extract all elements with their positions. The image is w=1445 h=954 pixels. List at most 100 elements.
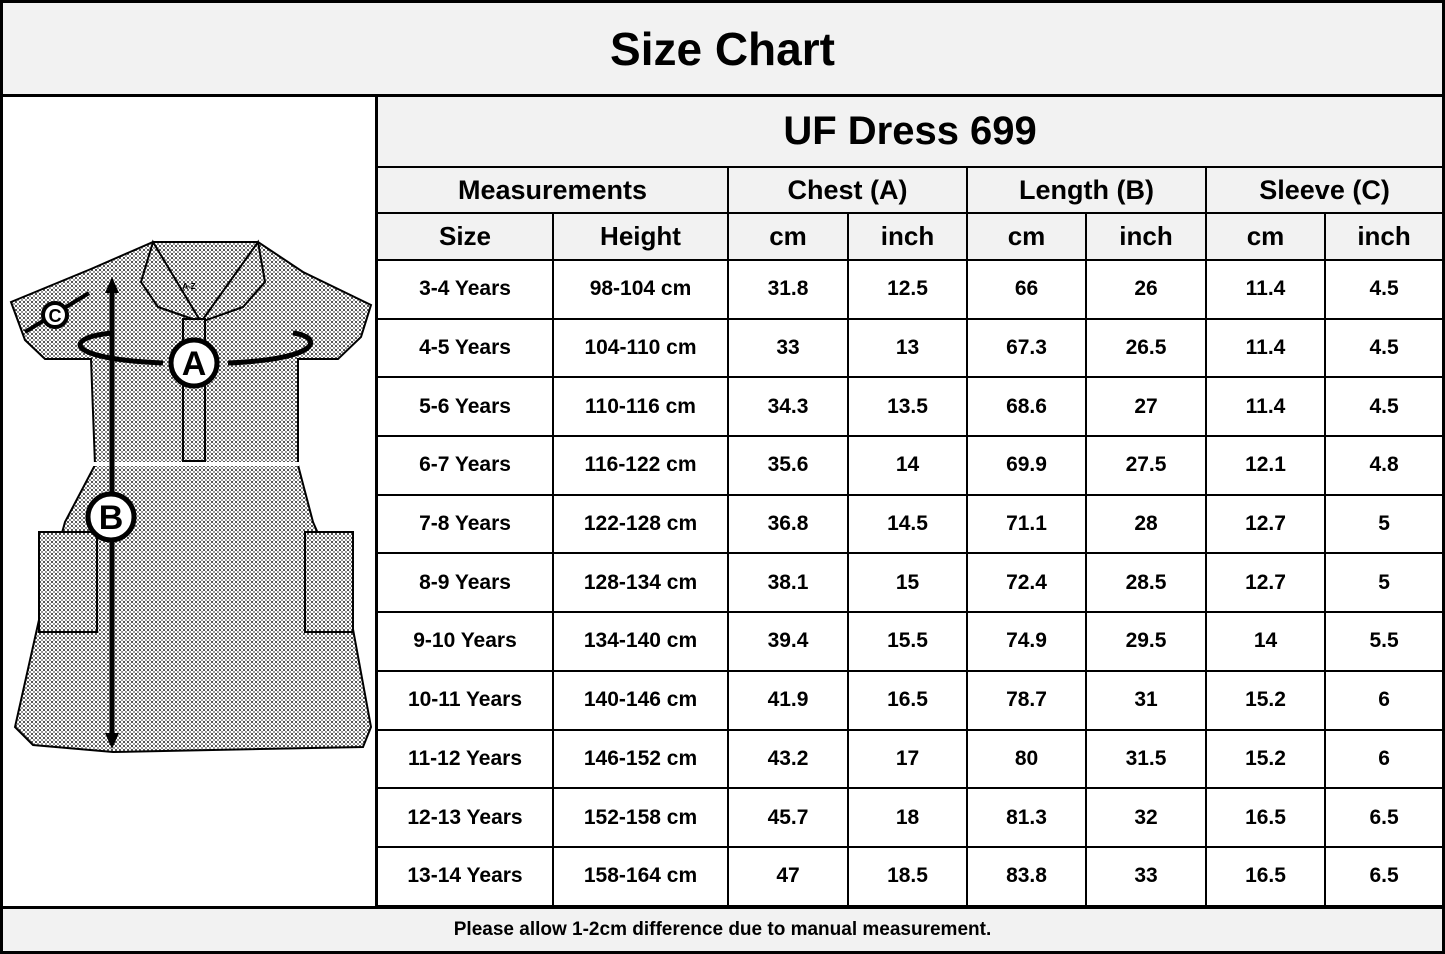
table-cell: 80 [966,728,1087,790]
footer-note: Please allow 1-2cm difference due to man… [3,906,1442,951]
table-row: 12-13 Years 152-158 cm 45.7 18 81.3 32 16.5 6.5 [378,787,1443,848]
subheader-cell: Size [378,212,554,261]
table-cell: 18.5 [847,845,968,907]
table-cell: 31.5 [1085,728,1207,790]
table-cell: 13 [847,317,968,379]
table-cell: 81.3 [966,787,1087,848]
table-row: 3-4 Years 98-104 cm 31.8 12.5 66 26 11.4 4.5 [378,259,1443,320]
table-cell: 26.5 [1085,317,1207,379]
product-title: UF Dress 699 [378,97,1443,168]
table-cell: 4.8 [1323,435,1443,496]
table-cell: 5 [1323,493,1443,555]
label-b-icon [85,491,137,543]
table-row: 4-5 Years 104-110 cm 33 13 67.3 26.5 11.4 4.5 [378,317,1443,379]
table-cell: 74.9 [966,611,1087,672]
table-cell: 12.7 [1205,493,1326,555]
table-cell: 104-110 cm [552,317,729,379]
table-cell: 158-164 cm [552,845,729,907]
dress-illustration: A B C A-Z [9,239,373,754]
table-cell: 12.7 [1205,552,1326,614]
table-cell: 7-8 Years [378,493,554,555]
table-row: 13-14 Years 158-164 cm 47 18.5 83.8 33 16.5 6.5 [378,845,1443,907]
table-cell: 33 [727,317,849,379]
table-cell: 11.4 [1205,317,1326,379]
label-c: C [49,306,62,326]
table-cell: 38.1 [727,552,849,614]
table-cell: 47 [727,845,849,907]
table-cell: 41.9 [727,669,849,731]
table-cell: 67.3 [966,317,1087,379]
table-cell: 128-134 cm [552,552,729,614]
table-cell: 72.4 [966,552,1087,614]
table-cell: 15.2 [1205,669,1326,731]
table-cell: 28 [1085,493,1207,555]
subheader-cell: cm [966,212,1087,261]
table-cell: 6 [1323,728,1443,790]
table-cell: 13.5 [847,376,968,438]
label-a: A [182,345,207,383]
table-cell: 18 [847,787,968,848]
table-cell: 27.5 [1085,435,1207,496]
table-cell: 116-122 cm [552,435,729,496]
subheader-cell: Height [552,212,729,261]
subheader-cell: inch [1323,212,1443,261]
table-cell: 68.6 [966,376,1087,438]
header-measurements: Measurements [378,166,729,214]
table-cell: 34.3 [727,376,849,438]
table-cell: 10-11 Years [378,669,554,731]
table-cell: 11.4 [1205,259,1326,320]
table-cell: 4.5 [1323,259,1443,320]
table-cell: 36.8 [727,493,849,555]
table-cell: 78.7 [966,669,1087,731]
table-cell: 16.5 [1205,787,1326,848]
table-cell: 16.5 [1205,845,1326,907]
table-cell: 8-9 Years [378,552,554,614]
table-cell: 6 [1323,669,1443,731]
table-cell: 13-14 Years [378,845,554,907]
dress-diagram: A B C A-Z [3,97,378,906]
table-cell: 15.5 [847,611,968,672]
table-cell: 45.7 [727,787,849,848]
label-b: B [99,499,124,537]
table-cell: 110-116 cm [552,376,729,438]
table-cell: 31 [1085,669,1207,731]
table-cell: 12.1 [1205,435,1326,496]
table-cell: 152-158 cm [552,787,729,848]
page-title: Size Chart [3,3,1442,97]
table-cell: 27 [1085,376,1207,438]
brand-tag: A-Z [182,282,195,291]
table-cell: 69.9 [966,435,1087,496]
table-cell: 66 [966,259,1087,320]
table-row: 5-6 Years 110-116 cm 34.3 13.5 68.6 27 11.4 4.5 [378,376,1443,438]
chest-measure-a [77,330,314,366]
table-cell: 31.8 [727,259,849,320]
table-cell: 33 [1085,845,1207,907]
table-cell: 35.6 [727,435,849,496]
subheader-cell: cm [727,212,849,261]
table-row: 11-12 Years 146-152 cm 43.2 17 80 31.5 15.2 6 [378,728,1443,790]
table-cell: 4-5 Years [378,317,554,379]
table-cell: 43.2 [727,728,849,790]
header-length: Length (B) [966,166,1207,214]
table-cell: 122-128 cm [552,493,729,555]
table-cell: 9-10 Years [378,611,554,672]
table-cell: 98-104 cm [552,259,729,320]
table-cell: 14 [847,435,968,496]
label-a-icon [168,337,220,389]
table-cell: 3-4 Years [378,259,554,320]
table-cell: 6.5 [1323,787,1443,848]
subheader-cell: inch [1085,212,1207,261]
table-cell: 4.5 [1323,317,1443,379]
table-cell: 11.4 [1205,376,1326,438]
table-cell: 32 [1085,787,1207,848]
table-cell: 29.5 [1085,611,1207,672]
table-cell: 39.4 [727,611,849,672]
table-cell: 6-7 Years [378,435,554,496]
table-row: 10-11 Years 140-146 cm 41.9 16.5 78.7 31 15.2 6 [378,669,1443,731]
header-chest: Chest (A) [727,166,968,214]
table-cell: 83.8 [966,845,1087,907]
table-cell: 11-12 Years [378,728,554,790]
table-cell: 16.5 [847,669,968,731]
table-cell: 4.5 [1323,376,1443,438]
